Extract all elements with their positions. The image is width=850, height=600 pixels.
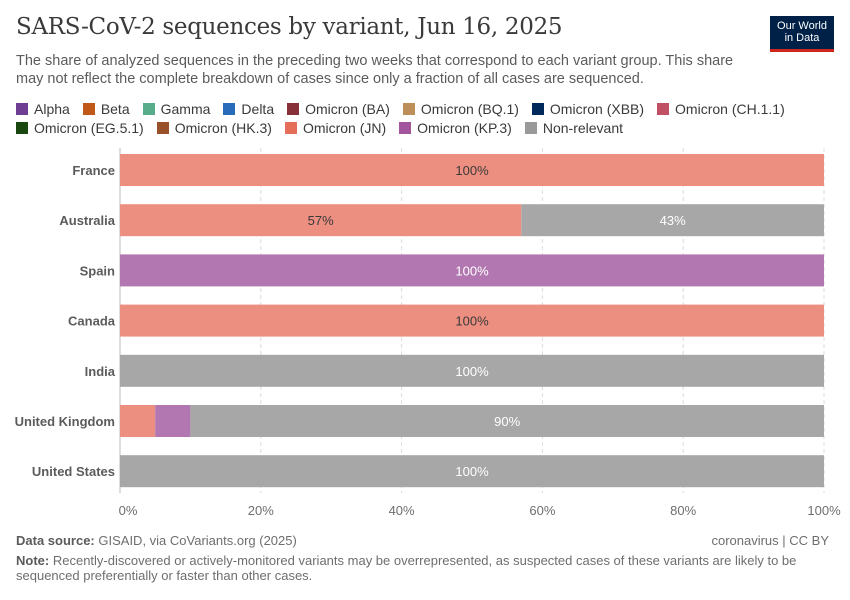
logo-line-2: in Data bbox=[784, 32, 820, 44]
legend-swatch bbox=[399, 122, 412, 134]
stacked-bar-chart: 0% 20% 40% 60% 80% 100% France 100% Australia 57%… bbox=[15, 148, 841, 518]
legend-swatch bbox=[223, 103, 236, 115]
note-label: Note: bbox=[16, 553, 50, 568]
legend-item-omicron-kp-3[interactable]: Omicron (KP.3) bbox=[399, 120, 512, 136]
bar-segment bbox=[521, 204, 824, 237]
legend-swatch bbox=[16, 103, 28, 115]
bar-segment bbox=[120, 455, 824, 488]
data-label: 100% bbox=[455, 163, 489, 178]
x-tick-label: 0% bbox=[119, 503, 138, 518]
category-label: United Kingdom bbox=[15, 414, 115, 429]
legend-swatch bbox=[524, 122, 537, 134]
chart-title: SARS-CoV-2 sequences by variant, Jun 16,… bbox=[16, 14, 563, 40]
data-label: 100% bbox=[455, 364, 489, 379]
legend-item-gamma[interactable]: Gamma bbox=[142, 101, 211, 117]
legend-label: Omicron (BA) bbox=[305, 101, 390, 117]
category-label: Australia bbox=[59, 213, 115, 228]
bar-segment bbox=[190, 405, 824, 437]
chart-note: Note: Recently-discovered or actively-mo… bbox=[16, 553, 806, 583]
bar-segment bbox=[120, 204, 522, 237]
legend-label: Beta bbox=[100, 101, 130, 117]
data-label: 100% bbox=[455, 314, 489, 329]
data-label: 100% bbox=[455, 263, 489, 278]
data-label: 43% bbox=[660, 213, 686, 228]
legend-label: Omicron (XBB) bbox=[549, 101, 645, 117]
legend-item-omicron-ch-1-1[interactable]: Omicron (CH.1.1) bbox=[657, 101, 785, 117]
data-source-label: Data source: bbox=[16, 533, 95, 548]
legend-label: Omicron (JN) bbox=[302, 120, 387, 136]
legend-item-delta[interactable]: Delta bbox=[223, 101, 274, 117]
legend-swatch bbox=[287, 103, 300, 115]
license-text[interactable]: coronavirus | CC BY bbox=[711, 533, 829, 548]
legend-swatch bbox=[657, 103, 670, 115]
legend-label: Alpha bbox=[34, 101, 70, 117]
data-source: Data source: GISAID, via CoVariants.org … bbox=[16, 533, 297, 548]
legend-label: Omicron (EG.5.1) bbox=[34, 120, 144, 136]
bar-segment bbox=[120, 354, 824, 387]
bar-segment bbox=[120, 254, 824, 287]
category-label: India bbox=[85, 364, 116, 379]
legend-swatch bbox=[142, 103, 155, 115]
legend-item-alpha[interactable]: Alpha bbox=[16, 101, 70, 117]
legend-item-omicron-xbb[interactable]: Omicron (XBB) bbox=[531, 101, 645, 117]
bar-segment bbox=[120, 304, 824, 337]
bar-segment bbox=[120, 154, 824, 186]
legend-label: Delta bbox=[241, 101, 275, 117]
x-tick-label: 60% bbox=[529, 503, 555, 518]
bar-segment bbox=[155, 405, 191, 437]
data-label: 100% bbox=[455, 464, 489, 479]
x-tick-label: 40% bbox=[389, 503, 415, 518]
chart-subtitle: The share of analyzed sequences in the p… bbox=[16, 53, 734, 87]
legend-item-beta[interactable]: Beta bbox=[82, 101, 130, 117]
category-label: United States bbox=[32, 464, 115, 479]
legend-swatch bbox=[402, 103, 415, 115]
legend-swatch bbox=[16, 122, 28, 134]
legend-swatch bbox=[531, 103, 544, 115]
legend-item-omicron-bq-1[interactable]: Omicron (BQ.1) bbox=[402, 101, 519, 117]
legend-swatch bbox=[156, 122, 169, 134]
bar-segment bbox=[120, 405, 156, 437]
legend-label: Gamma bbox=[160, 101, 211, 117]
legend-item-omicron-hk-3[interactable]: Omicron (HK.3) bbox=[156, 120, 272, 136]
legend-item-non-relevant[interactable]: Non-relevant bbox=[524, 120, 623, 136]
data-label: 57% bbox=[308, 213, 334, 228]
legend-item-omicron-eg-5-1[interactable]: Omicron (EG.5.1) bbox=[16, 120, 144, 136]
legend-swatch bbox=[284, 122, 297, 134]
owid-logo[interactable]: Our World in Data bbox=[770, 16, 834, 52]
x-tick-label: 100% bbox=[807, 503, 841, 518]
data-label: 90% bbox=[494, 414, 520, 429]
legend-swatch bbox=[82, 103, 95, 115]
category-label: Canada bbox=[68, 314, 116, 329]
legend-label: Non-relevant bbox=[542, 120, 623, 136]
x-tick-label: 80% bbox=[670, 503, 696, 518]
x-tick-label: 20% bbox=[248, 503, 274, 518]
legend-label: Omicron (BQ.1) bbox=[420, 101, 519, 117]
legend-label: Omicron (CH.1.1) bbox=[675, 101, 785, 117]
category-label: Spain bbox=[80, 263, 115, 278]
data-source-text[interactable]: GISAID, via CoVariants.org (2025) bbox=[98, 533, 297, 548]
logo-line-1: Our World bbox=[777, 20, 827, 32]
legend-item-omicron-ba[interactable]: Omicron (BA) bbox=[287, 101, 390, 117]
chart-legend: Alpha Beta Gamma Delta Omicron (BA) Omicron (… bbox=[16, 101, 836, 136]
legend-item-omicron-jn[interactable]: Omicron (JN) bbox=[284, 120, 387, 136]
note-text: Recently-discovered or actively-monitore… bbox=[16, 553, 797, 583]
category-label: France bbox=[72, 163, 115, 178]
legend-label: Omicron (KP.3) bbox=[417, 120, 512, 136]
legend-label: Omicron (HK.3) bbox=[174, 120, 272, 136]
